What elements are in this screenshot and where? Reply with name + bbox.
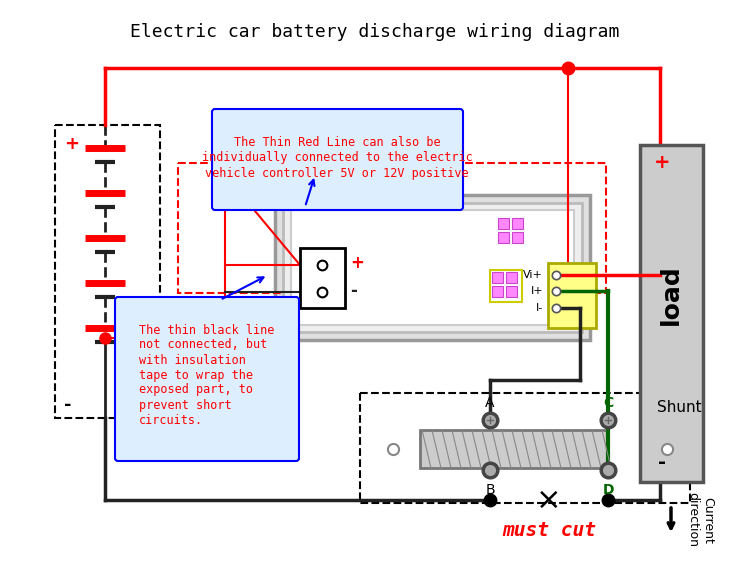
FancyBboxPatch shape xyxy=(498,232,509,243)
Bar xyxy=(283,203,582,332)
Text: The thin black line
not connected, but
with insulation
tape to wrap the
exposed : The thin black line not connected, but w… xyxy=(140,324,274,426)
Bar xyxy=(420,430,608,468)
Text: +: + xyxy=(350,254,364,272)
Bar xyxy=(178,163,606,293)
Bar xyxy=(548,263,596,328)
Text: ×: × xyxy=(536,485,562,514)
Text: -: - xyxy=(350,282,357,300)
Text: must cut: must cut xyxy=(502,521,596,539)
Text: C: C xyxy=(603,396,613,410)
Bar xyxy=(291,210,574,325)
Bar xyxy=(300,248,345,308)
Text: +: + xyxy=(64,135,79,153)
Text: I-: I- xyxy=(536,303,543,313)
Bar xyxy=(55,125,160,418)
Bar xyxy=(490,270,522,302)
FancyBboxPatch shape xyxy=(498,218,509,229)
Bar xyxy=(360,393,690,503)
Bar xyxy=(640,145,703,482)
Text: +: + xyxy=(654,154,670,172)
Text: A: A xyxy=(485,396,495,410)
Text: -: - xyxy=(64,396,71,414)
Text: load: load xyxy=(659,265,683,325)
FancyBboxPatch shape xyxy=(115,297,299,461)
Text: I+: I+ xyxy=(530,286,543,296)
Text: Electric car battery discharge wiring diagram: Electric car battery discharge wiring di… xyxy=(130,23,620,41)
FancyBboxPatch shape xyxy=(212,109,463,210)
Text: -: - xyxy=(658,454,666,472)
FancyBboxPatch shape xyxy=(506,272,517,283)
Text: D: D xyxy=(602,483,613,497)
FancyBboxPatch shape xyxy=(492,272,503,283)
Text: Current
direction: Current direction xyxy=(686,493,714,548)
FancyBboxPatch shape xyxy=(506,286,517,297)
Text: B: B xyxy=(485,483,495,497)
FancyBboxPatch shape xyxy=(492,286,503,297)
FancyBboxPatch shape xyxy=(512,232,523,243)
Bar xyxy=(275,195,590,340)
FancyBboxPatch shape xyxy=(512,218,523,229)
Text: Vi+: Vi+ xyxy=(524,270,543,280)
Text: Shunt: Shunt xyxy=(657,400,702,414)
Text: The Thin Red Line can also be
individually connected to the electric
vehicle con: The Thin Red Line can also be individual… xyxy=(202,137,472,180)
